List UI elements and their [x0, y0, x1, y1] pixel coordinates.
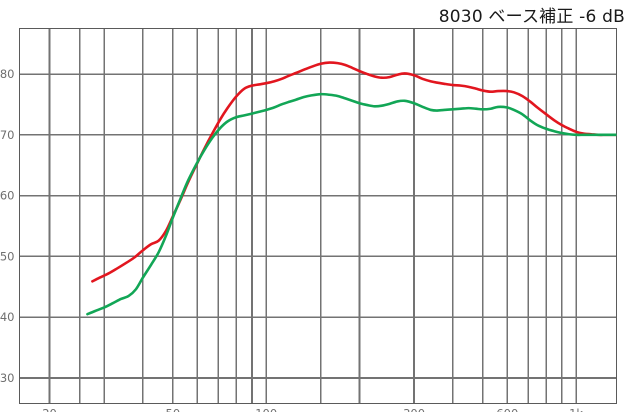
plot-frame [18, 27, 618, 405]
svg-text:50: 50 [166, 407, 181, 412]
svg-text:50: 50 [0, 249, 15, 263]
svg-text:60: 60 [0, 189, 15, 203]
svg-text:40: 40 [0, 310, 15, 324]
svg-text:30: 30 [0, 371, 15, 385]
series-lines [86, 61, 617, 316]
x-tick-labels: 20 50 100 300 600 1k [42, 407, 583, 412]
svg-text:20: 20 [42, 407, 57, 412]
svg-text:300: 300 [403, 407, 425, 412]
svg-text:70: 70 [0, 128, 15, 142]
x-gridlines [48, 28, 577, 404]
y-tick-labels: 30 40 50 60 70 80 [0, 67, 15, 385]
svg-text:600: 600 [496, 407, 518, 412]
svg-text:1k: 1k [569, 407, 583, 412]
chart-title: 8030 ベース補正 -6 dB [438, 7, 625, 27]
svg-text:100: 100 [255, 407, 277, 412]
svg-text:80: 80 [0, 67, 15, 81]
y-gridlines [19, 73, 617, 379]
